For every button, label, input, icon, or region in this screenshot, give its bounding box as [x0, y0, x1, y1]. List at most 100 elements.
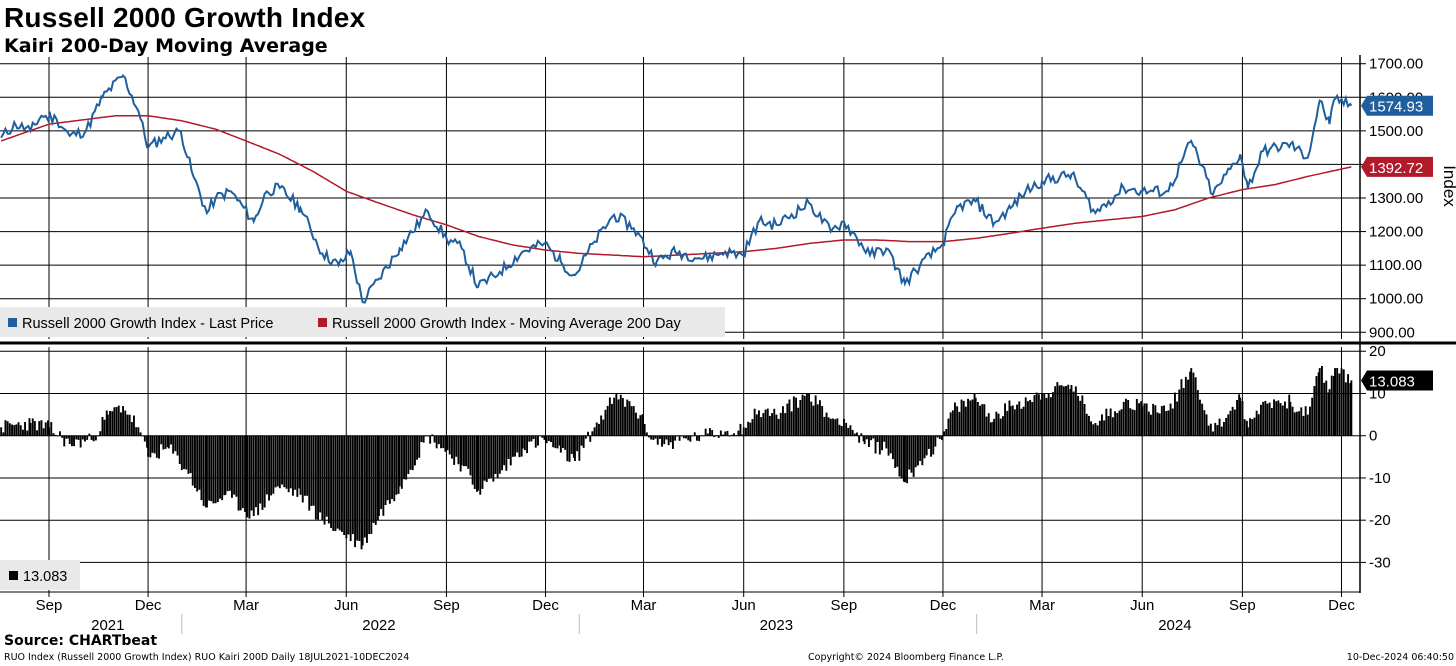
kairi-bar	[545, 435, 548, 444]
kairi-bar	[810, 401, 813, 436]
kairi-bar	[212, 435, 215, 504]
kairi-bar	[1077, 395, 1079, 436]
kairi-bar	[1150, 414, 1152, 436]
kairi-bar	[1315, 376, 1318, 436]
kairi-bar	[101, 417, 104, 436]
kairi-bar	[892, 435, 894, 460]
kairi-bar	[1249, 418, 1251, 436]
kairi-bar	[1255, 410, 1258, 436]
kairi-bar	[250, 435, 253, 511]
kairi-bar	[1241, 401, 1244, 436]
kairi-bar	[244, 435, 246, 512]
badge-moving-average-text: 1392.72	[1369, 160, 1423, 177]
kairi-bar	[494, 435, 497, 474]
kairi-bar	[1109, 408, 1112, 436]
kairi-bar	[56, 435, 59, 437]
kairi-bar	[312, 435, 315, 506]
kairi-bar	[162, 435, 165, 450]
x-year-label: 2021	[91, 617, 124, 634]
kairi-bar	[1323, 382, 1326, 436]
kairi-bar	[289, 435, 292, 489]
kairi-bar	[910, 435, 913, 473]
x-year-label: 2024	[1158, 617, 1191, 634]
kairi-bar	[849, 425, 852, 436]
kairi-bar	[829, 418, 832, 436]
kairi-bar	[380, 435, 383, 510]
kairi-bar	[947, 418, 950, 436]
kairi-bar	[771, 413, 773, 436]
kairi-bar	[505, 435, 508, 471]
kairi-bar	[349, 435, 352, 542]
kairi-bar	[68, 435, 71, 445]
kairi-bar	[31, 418, 34, 436]
kairi-bar	[576, 435, 579, 452]
kairi-bar	[128, 414, 131, 436]
kairi-bar	[47, 420, 49, 436]
kairi-bar	[151, 435, 154, 453]
kairi-bar	[1169, 403, 1172, 436]
kairi-bar	[821, 406, 824, 436]
kairi-bar	[1092, 424, 1095, 436]
kairi-bar	[187, 435, 190, 474]
kairi-bar	[919, 435, 922, 461]
kairi-bar	[1041, 393, 1043, 436]
kairi-bar	[485, 435, 488, 482]
kairi-bar	[814, 395, 817, 436]
axes: Sep Dec Mar Jun Sep Dec Mar Jun Sep Dec Mar Jun Sep D…	[0, 55, 1456, 634]
kairi-bar	[715, 435, 718, 436]
kairi-bar	[1330, 375, 1333, 436]
kairi-bar	[902, 435, 905, 482]
kairi-bar	[374, 435, 377, 525]
legend: Russell 2000 Growth Index - Last Price Ru…	[0, 307, 725, 590]
kairi-bar	[1011, 405, 1014, 436]
kairi-bar	[52, 433, 55, 436]
kairi-bar	[94, 435, 97, 441]
kairi-bar	[321, 435, 324, 521]
kairi-bar	[314, 435, 317, 520]
kairi-bar	[433, 435, 436, 443]
kairi-bar	[71, 435, 73, 447]
kairi-bar	[1088, 415, 1090, 436]
kairi-bar	[885, 435, 888, 449]
kairi-bar	[1245, 420, 1248, 436]
kairi-bar	[999, 418, 1002, 436]
x-month-label: Sep	[831, 597, 858, 614]
kairi-bar	[816, 404, 819, 436]
kairi-bar	[808, 393, 810, 436]
kairi-bar	[1218, 418, 1221, 436]
kairi-bar	[568, 435, 571, 462]
kairi-bar	[512, 435, 514, 457]
kairi-bar	[403, 435, 405, 480]
kairi-bar	[1158, 413, 1161, 436]
kairi-bar	[130, 422, 133, 436]
kairi-bar	[691, 435, 694, 437]
kairi-bar	[479, 435, 482, 495]
kairi-bar	[287, 435, 290, 493]
x-month-label: Dec	[1328, 597, 1355, 614]
kairi-bar	[790, 411, 793, 436]
kairi-bar	[1027, 401, 1029, 436]
kairi-bar	[81, 435, 84, 440]
kairi-bar	[204, 435, 207, 508]
badge-last-price: 1574.93	[1361, 95, 1433, 116]
kairi-bar	[325, 435, 328, 517]
x-month-label: Sep	[433, 597, 460, 614]
kairi-bar	[1311, 397, 1314, 436]
kairi-bar	[1116, 413, 1119, 436]
kairi-bar	[711, 430, 714, 436]
kairi-bar	[11, 424, 13, 436]
kairi-bar	[304, 435, 306, 496]
kairi-bar	[745, 427, 747, 436]
kairi-bar	[1321, 366, 1323, 436]
kairi-bar	[2, 432, 5, 436]
kairi-bar	[86, 435, 89, 440]
kairi-bar	[1165, 411, 1168, 436]
top-y-tick-label: 1500.00	[1369, 123, 1423, 140]
kairi-bar	[702, 435, 705, 437]
kairi-bar	[663, 435, 666, 445]
kairi-bar	[317, 435, 319, 520]
kairi-bar	[1094, 423, 1097, 436]
kairi-bar	[338, 435, 341, 531]
kairi-bar	[795, 397, 797, 436]
kairi-bar	[1054, 386, 1057, 436]
